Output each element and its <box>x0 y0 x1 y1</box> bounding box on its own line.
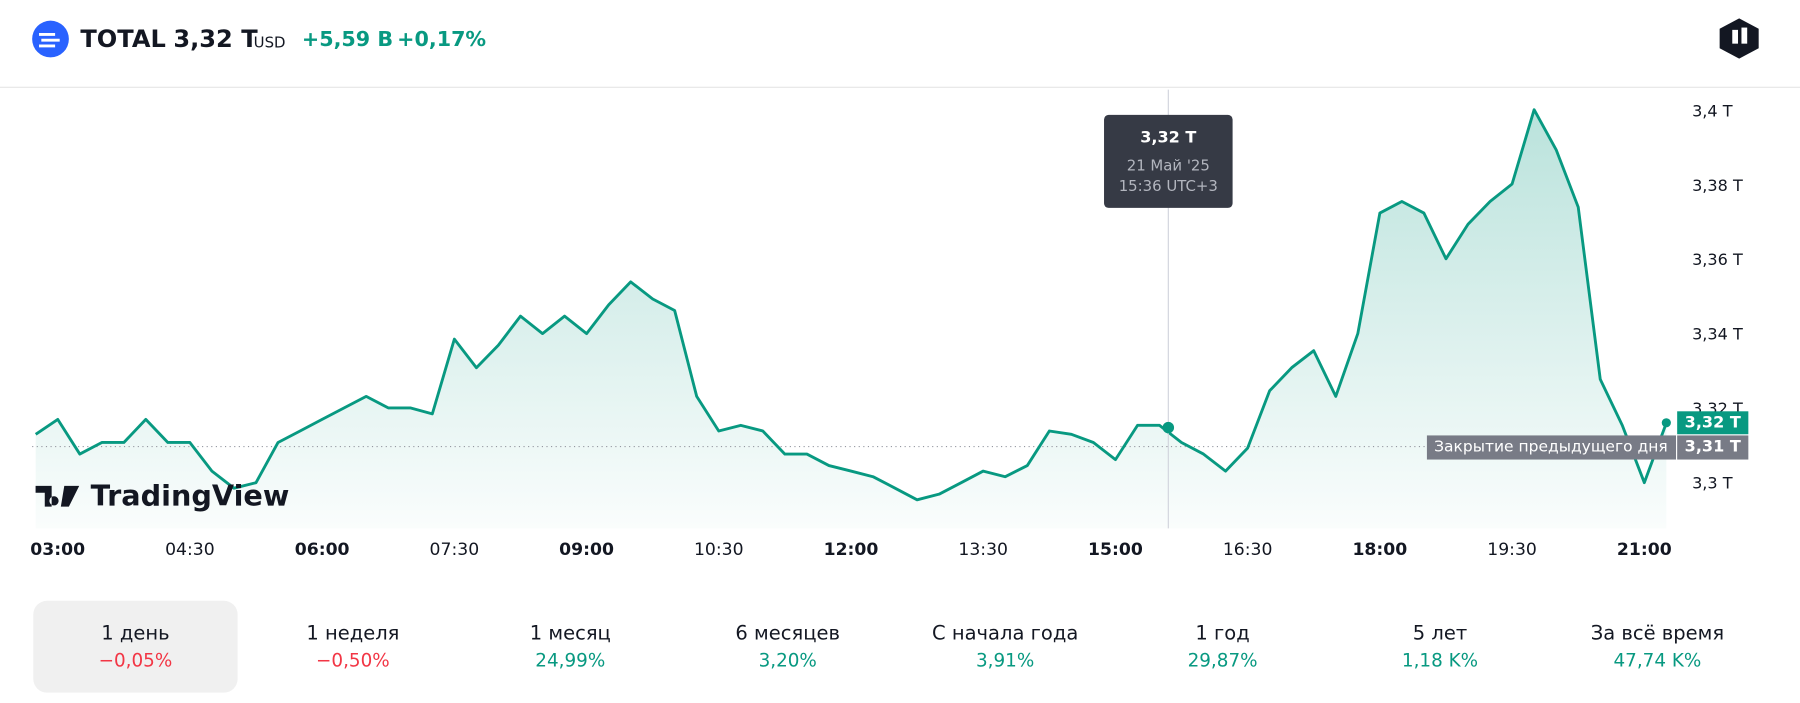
period-tab[interactable]: 6 месяцев 3,20% <box>735 622 840 672</box>
watermark: TradingView <box>91 478 290 512</box>
period-selected-bg <box>33 600 238 693</box>
x-tick-label: 06:00 <box>295 540 350 560</box>
period-label: 1 день <box>101 622 169 645</box>
symbol-icon-glyph <box>39 33 60 48</box>
period-tab[interactable]: 1 неделя −0,50% <box>306 622 399 672</box>
change: +5,59 B <box>302 27 393 51</box>
price: 3,32 T <box>173 25 258 53</box>
period-tab[interactable]: 1 месяц 24,99% <box>530 622 611 672</box>
close-name: Закрытие предыдущего дня <box>1434 437 1668 455</box>
period-tab[interactable]: 5 лет 1,18 K% <box>1402 622 1478 672</box>
tooltip-time: 15:36 UTC+3 <box>1119 177 1218 195</box>
crosshair-point <box>1162 421 1175 434</box>
period-change: 47,74 K% <box>1613 651 1701 672</box>
period-tab[interactable]: 1 день −0,05% <box>33 600 238 693</box>
close-label: 3,31 T <box>1685 436 1741 455</box>
x-tick-label: 09:00 <box>559 540 614 560</box>
period-tab[interactable]: 1 год 29,87% <box>1188 622 1258 672</box>
tooltip-box <box>1104 114 1233 208</box>
tooltip-value: 3,32 T <box>1140 127 1196 146</box>
period-tab[interactable]: За всё время 47,74 K% <box>1591 622 1724 672</box>
period-change: −0,05% <box>99 651 173 672</box>
x-tick-label: 13:30 <box>958 540 1008 560</box>
period-label: С начала года <box>932 622 1078 645</box>
period-label: 1 месяц <box>530 622 611 645</box>
period-change: 24,99% <box>535 651 605 672</box>
plot: 3,3 T 3,32 T 3,34 T 3,36 T 3,38 T 3,4 T 03:00 0… <box>30 89 1749 560</box>
x-tick-label: 12:00 <box>824 540 879 560</box>
close-badge <box>1677 435 1749 460</box>
x-tick-label: 07:30 <box>430 540 480 560</box>
area-line <box>34 108 1668 502</box>
symbol: TOTAL <box>80 25 166 53</box>
period-tab[interactable]: С начала года 3,91% <box>932 622 1078 672</box>
tooltip-date: 21 Май '25 <box>1127 157 1210 175</box>
y-tick-label: 3,3 T <box>1692 473 1733 492</box>
area-fill <box>35 109 1667 529</box>
period-change: 1,18 K% <box>1402 651 1478 672</box>
y-tick-label: 3,38 T <box>1692 176 1743 195</box>
x-tick-label: 18:00 <box>1352 540 1407 560</box>
x-tick-label: 21:00 <box>1617 540 1672 560</box>
period-change: 29,87% <box>1188 651 1258 672</box>
last-price-badge <box>1677 411 1749 435</box>
period-label: 5 лет <box>1413 622 1467 645</box>
period-label: 1 год <box>1195 622 1249 645</box>
change-percent: +0,17% <box>397 27 486 51</box>
x-tick-label: 04:30 <box>165 540 215 560</box>
x-tick-label: 03:00 <box>30 540 85 560</box>
periods: 1 день −0,05% 1 неделя −0,50% 1 месяц 24,99% 6… <box>33 600 1724 693</box>
period-label: 6 месяцев <box>735 622 840 645</box>
period-change: −0,50% <box>316 651 390 672</box>
currency: USD <box>254 34 286 52</box>
x-tick-label: 16:30 <box>1223 540 1273 560</box>
last-price-label: 3,32 T <box>1685 412 1741 431</box>
y-tick-label: 3,34 T <box>1692 325 1743 344</box>
y-tick-label: 3,36 T <box>1692 250 1743 269</box>
period-change: 3,20% <box>759 651 817 672</box>
chart-type-button[interactable] <box>1719 18 1759 59</box>
period-change: 3,91% <box>976 651 1034 672</box>
x-tick-label: 15:00 <box>1088 540 1143 560</box>
x-tick-label: 10:30 <box>694 540 744 560</box>
period-label: За всё время <box>1591 622 1724 645</box>
watermark-logo <box>35 485 80 507</box>
last-point <box>1661 418 1671 428</box>
x-tick-label: 19:30 <box>1487 540 1537 560</box>
close-name-badge <box>1426 435 1677 460</box>
period-label: 1 неделя <box>306 622 399 645</box>
y-tick-label: 3,4 T <box>1692 101 1733 120</box>
